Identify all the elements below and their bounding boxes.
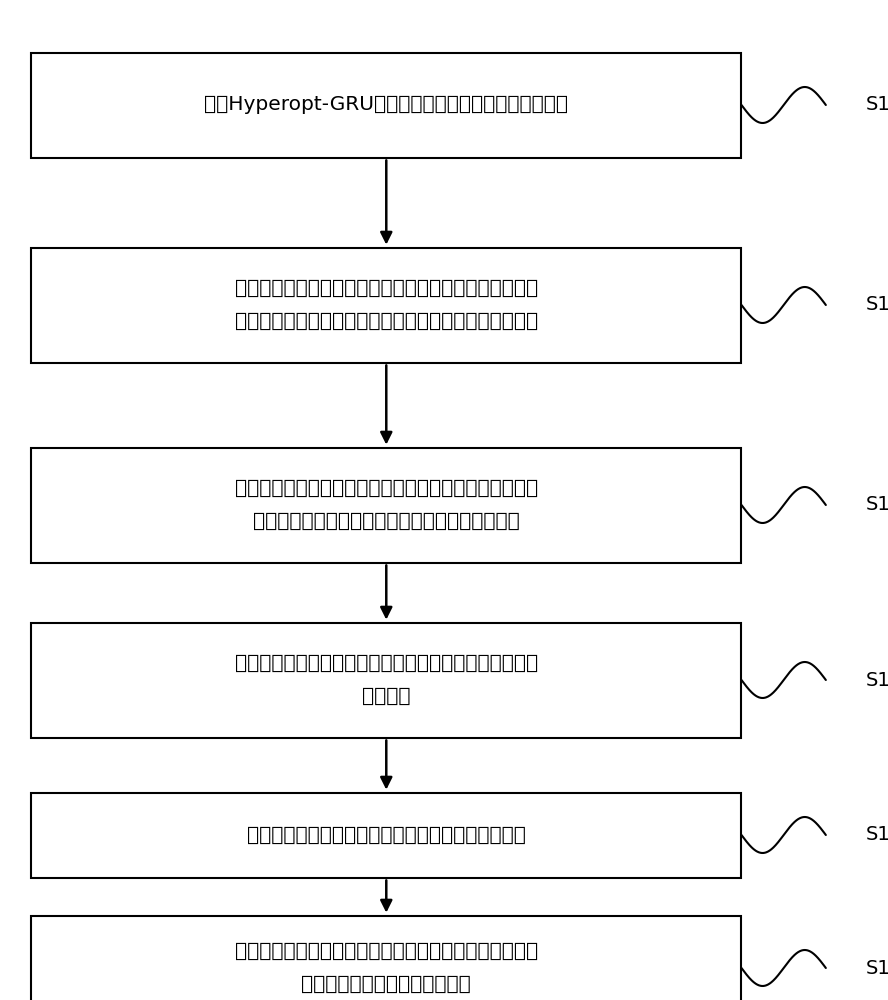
Text: 在待操作区间内，计算因变压器组运行方式改变而带来的: 在待操作区间内，计算因变压器组运行方式改变而带来的 [234, 654, 538, 673]
Text: 基于综合功率经济负载系数以及最佳经济运行区之间的关: 基于综合功率经济负载系数以及最佳经济运行区之间的关 [234, 279, 538, 298]
FancyBboxPatch shape [31, 792, 741, 878]
Text: 基于Hyperopt-GRU预测模型对变电站进行短期负荷预测: 基于Hyperopt-GRU预测模型对变电站进行短期负荷预测 [204, 96, 568, 114]
FancyBboxPatch shape [31, 622, 741, 738]
Text: S102: S102 [866, 296, 888, 314]
Text: 节电效益: 节电效益 [362, 687, 410, 706]
FancyBboxPatch shape [31, 52, 741, 157]
Text: 计算变压器投切过程中各类设备产生的等效投切成本: 计算变压器投切过程中各类设备产生的等效投切成本 [247, 826, 526, 844]
Text: S106: S106 [866, 958, 888, 978]
Text: S104: S104 [866, 670, 888, 690]
FancyBboxPatch shape [31, 247, 741, 362]
Text: 以目标函数节电利润最大来确定变压器的最佳投切时机，: 以目标函数节电利润最大来确定变压器的最佳投切时机， [234, 942, 538, 961]
Text: S101: S101 [866, 96, 888, 114]
Text: S105: S105 [866, 826, 888, 844]
Text: 以期变电站获取最大的经济效益: 以期变电站获取最大的经济效益 [301, 975, 472, 994]
FancyBboxPatch shape [31, 916, 741, 1000]
Text: S103: S103 [866, 495, 888, 514]
FancyBboxPatch shape [31, 448, 741, 562]
Text: 标日负荷预测功率进行区间划分，得出待操作区间: 标日负荷预测功率进行区间划分，得出待操作区间 [253, 512, 519, 531]
Text: 系，计算变压器组在不同运行方式下的最佳经济运行区间: 系，计算变压器组在不同运行方式下的最佳经济运行区间 [234, 312, 538, 331]
Text: 根据变压器组在不同运行方式下的最佳经济运行区间对目: 根据变压器组在不同运行方式下的最佳经济运行区间对目 [234, 479, 538, 498]
